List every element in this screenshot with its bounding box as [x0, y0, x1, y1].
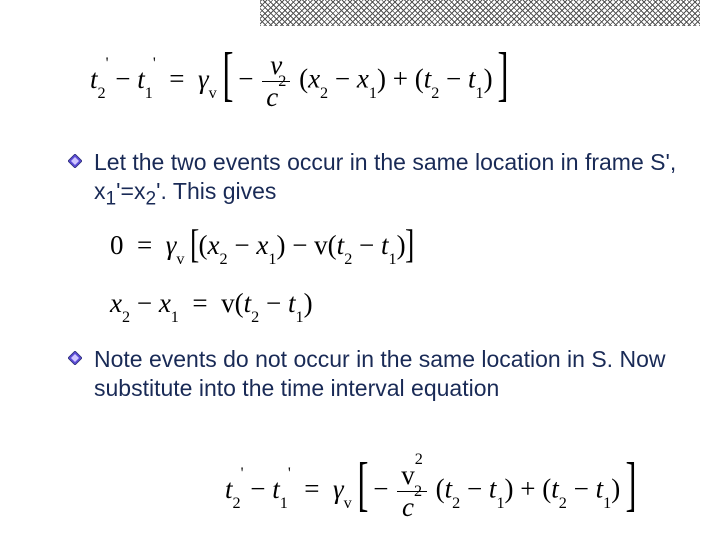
eq4-lhs-t1: t1': [272, 474, 291, 504]
eq1-lhs-t2: t2': [90, 64, 109, 94]
eq3-v: v: [221, 288, 235, 318]
slide: t2' − t1' = γv [ − v c2 (x2 − x1) + (t2 …: [0, 0, 720, 540]
eq4-lhs-t2: t2': [225, 474, 244, 504]
eq1-frac: v c2: [262, 50, 290, 113]
header-hatch-bar: [260, 0, 700, 26]
eq1-lhs-t1: t1': [137, 64, 156, 94]
eq1-neg: −: [238, 64, 253, 94]
equation-2: 0 = γv [(x2 − x1) − v(t2 − t1)]: [110, 230, 413, 265]
eq1-plus: +: [393, 64, 408, 94]
eq2-minus2: −: [292, 230, 307, 260]
eq4-equals: =: [298, 474, 327, 504]
bullet-diamond-icon: [68, 154, 82, 168]
bullet-1-text: Let the two events occur in the same loc…: [94, 148, 680, 211]
equation-3: x2 − x1 = v(t2 − t1): [110, 288, 313, 323]
eq1-equals: =: [163, 64, 192, 94]
eq1-close-paren1: ): [377, 64, 386, 94]
equation-4: t2' − t1' = γv [ − v2 c2 (t2 − t1) + (t2…: [225, 460, 635, 523]
eq4-gamma: γv: [333, 474, 352, 504]
eq2-v: v: [314, 230, 328, 260]
eq1-open-paren1: (: [299, 64, 308, 94]
eq1-open-paren2: (: [415, 64, 424, 94]
eq2-zero: 0: [110, 230, 124, 260]
eq4-neg: −: [373, 474, 388, 504]
bullet-1: Let the two events occur in the same loc…: [68, 148, 680, 211]
eq4-frac: v2 c2: [397, 460, 427, 523]
equation-1: t2' − t1' = γv [ − v c2 (x2 − x1) + (t2 …: [90, 50, 507, 113]
eq2-gamma: γv: [166, 230, 185, 260]
eq4-plus: +: [520, 474, 535, 504]
eq1-close-paren2: ): [484, 64, 493, 94]
bullet-2-text: Note events do not occur in the same loc…: [94, 345, 680, 403]
eq3-equals: =: [186, 288, 215, 318]
bullet-diamond-icon: [68, 351, 82, 365]
eq4-minus: −: [250, 474, 265, 504]
bullet-2: Note events do not occur in the same loc…: [68, 345, 680, 403]
eq1-minus: −: [115, 64, 130, 94]
eq1-gamma: γv: [198, 64, 217, 94]
eq2-equals: =: [130, 230, 159, 260]
